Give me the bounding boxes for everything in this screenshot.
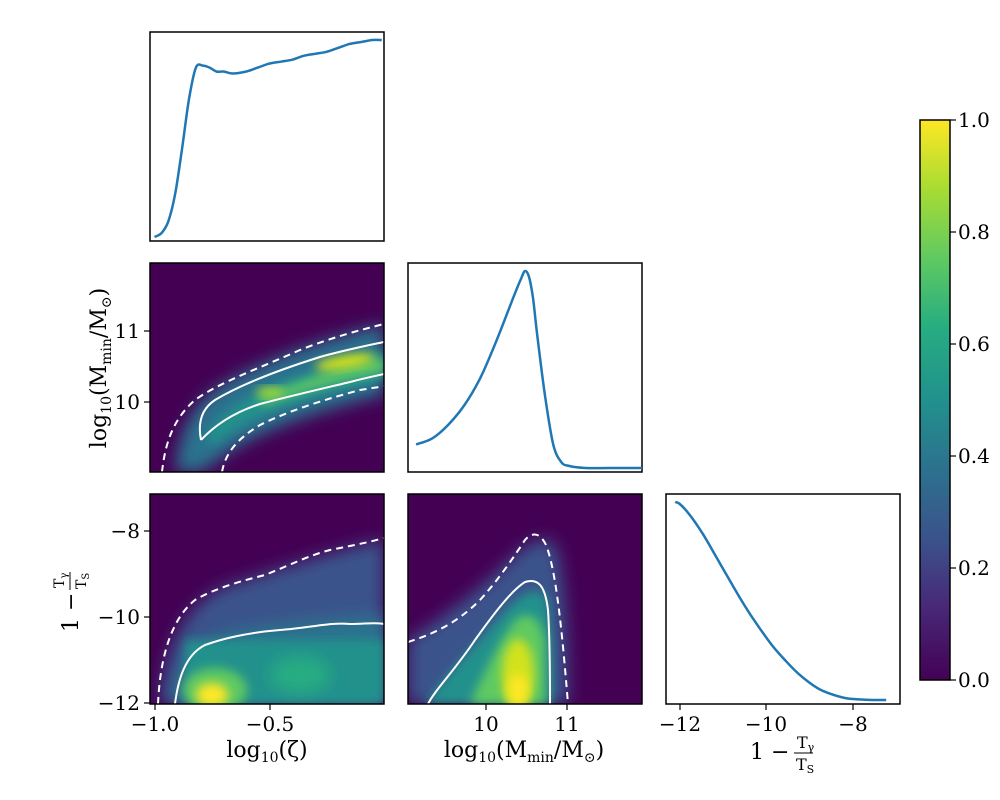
marginal-curve-zeta — [153, 38, 382, 239]
panel-frame — [149, 31, 385, 242]
x-axis-label-tgamma: 1 − Tγ TS — [750, 733, 815, 776]
panel-joint-mmin-tgamma — [407, 493, 643, 705]
colorbar-tick-label: 0.4 — [958, 444, 990, 468]
axis-ticks — [144, 330, 854, 710]
colorbar-tick-label: 0.8 — [958, 220, 990, 244]
colorbar-tick-label: 0.0 — [958, 668, 990, 692]
panel-frame — [407, 262, 643, 473]
x-axis-label-zeta: log10(ζ) — [226, 738, 307, 766]
svg-text:Tγ: Tγ — [52, 573, 70, 588]
colorbar-tick-label: 0.2 — [958, 556, 990, 580]
panel-marginal-mmin — [407, 262, 643, 473]
y-axis-label-tgamma: 1 − Tγ TS — [52, 572, 92, 632]
y-axis-label-mmin: log10(Mmin/M⊙) — [87, 288, 115, 448]
x-tick-label: −1.0 — [131, 712, 180, 736]
contour-95 — [157, 537, 384, 704]
y-tick-label: −8 — [111, 519, 140, 543]
fraction-denominator: TS — [796, 755, 814, 776]
x-tick-label: −8 — [838, 712, 867, 736]
x-tick-label: 10 — [473, 712, 498, 736]
contour-95 — [408, 533, 569, 704]
colorbar-gradient — [919, 119, 951, 681]
fraction-numerator: Tγ — [797, 733, 815, 754]
panel-joint-zeta-mmin — [149, 262, 385, 473]
x-axis-label-mmin: log10(Mmin/M⊙) — [444, 738, 604, 766]
colorbar: 0.0 0.2 0.4 0.6 0.8 1.0 — [919, 108, 990, 692]
x-tick-label: −0.5 — [246, 712, 295, 736]
contour-68 — [174, 622, 384, 704]
heatmap-density — [160, 540, 384, 704]
panel-frame — [665, 493, 901, 705]
panel-frame — [407, 493, 643, 705]
svg-text:TS: TS — [74, 573, 92, 589]
x-tick-label: −12 — [659, 712, 701, 736]
x-tick-label: −10 — [745, 712, 787, 736]
panel-marginal-tgamma — [665, 493, 901, 705]
y-tick-label: 10 — [115, 390, 140, 414]
marginal-curve-mmin — [415, 269, 642, 470]
marginal-curve-tgamma — [674, 500, 887, 702]
colorbar-ticks — [950, 119, 956, 681]
contour-68 — [198, 341, 384, 441]
colorbar-tick-label: 0.6 — [958, 332, 990, 356]
panel-frame — [149, 493, 385, 705]
contour-95 — [161, 323, 384, 472]
y-tick-label: 11 — [115, 319, 140, 343]
svg-text:1 −: 1 − — [59, 593, 84, 632]
y-tick-label: −10 — [98, 605, 140, 629]
colorbar-tick-label: 1.0 — [958, 108, 990, 132]
panel-marginal-zeta — [149, 31, 385, 242]
x-tick-label: 11 — [554, 712, 579, 736]
svg-text:1 −: 1 − — [750, 740, 789, 765]
y-tick-label: −12 — [98, 691, 140, 715]
contour-68 — [427, 580, 551, 704]
panel-frame — [149, 262, 385, 473]
panel-joint-zeta-tgamma — [149, 493, 385, 705]
